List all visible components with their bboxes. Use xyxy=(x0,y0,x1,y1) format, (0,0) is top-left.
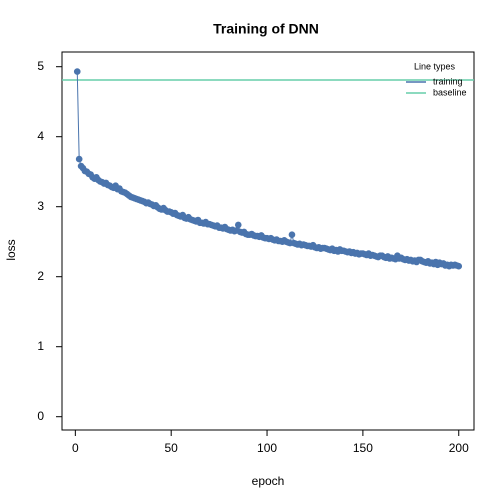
x-axis-label: epoch xyxy=(252,474,285,488)
data-point xyxy=(73,68,81,75)
x-tick-label: 100 xyxy=(257,441,277,455)
x-tick-label: 50 xyxy=(165,441,179,455)
legend-label: training xyxy=(433,76,463,86)
data-point xyxy=(288,231,296,238)
y-tick-label: 2 xyxy=(37,269,44,283)
x-tick-label: 200 xyxy=(449,441,469,455)
chart-title: Training of DNN xyxy=(213,21,319,37)
data-point xyxy=(234,221,242,229)
x-tick-label: 0 xyxy=(72,441,79,455)
legend-label: baseline xyxy=(433,87,467,97)
data-point xyxy=(75,155,83,163)
y-tick-label: 4 xyxy=(37,129,44,143)
y-tick-label: 0 xyxy=(37,409,44,423)
data-point xyxy=(455,262,463,270)
y-axis-label: loss xyxy=(4,239,18,260)
y-tick-label: 5 xyxy=(37,59,44,73)
plot-frame xyxy=(61,51,475,431)
x-tick-label: 150 xyxy=(353,441,373,455)
y-tick-label: 1 xyxy=(37,339,44,353)
legend-title: Line types xyxy=(414,61,456,71)
y-tick-label: 3 xyxy=(37,199,44,213)
